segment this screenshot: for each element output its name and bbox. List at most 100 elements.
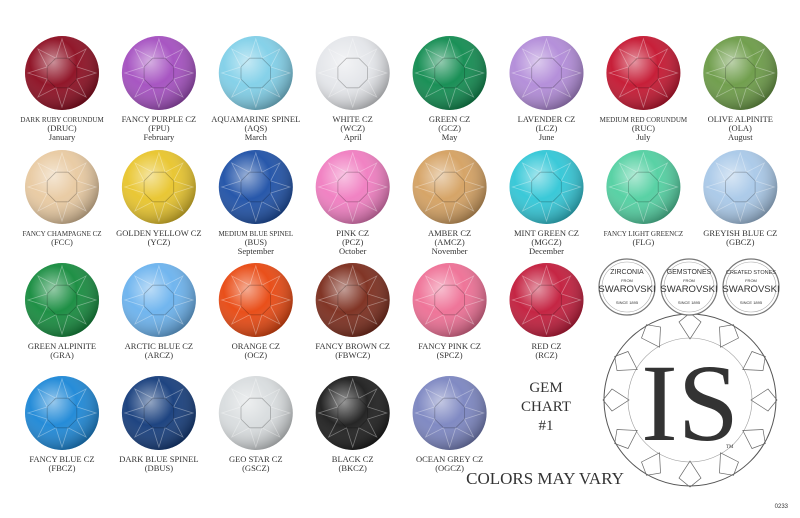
gem-shine <box>315 263 390 337</box>
gem-table <box>725 171 756 203</box>
gem-code: (LCZ) <box>536 123 558 133</box>
gem-code: (BUS) <box>245 237 267 247</box>
gem-table <box>46 57 78 89</box>
gem-code: (GCZ) <box>438 123 461 133</box>
gem-name: GREEN CZ <box>429 114 470 124</box>
gem-name: GEO STAR CZ <box>229 454 283 464</box>
gem-facet <box>704 151 776 223</box>
gem-table <box>337 171 368 203</box>
gem-month: July <box>636 132 651 142</box>
gem-name: FANCY BROWN CZ <box>315 341 390 351</box>
gem-table <box>434 171 465 203</box>
gem-name: MEDIUM BLUE SPINEL <box>218 230 293 238</box>
logo-facet <box>678 460 702 488</box>
gem-month: February <box>144 132 175 142</box>
footer: 0233 <box>775 504 789 510</box>
gem-name: DARK RUBY CORUNDUM <box>20 116 104 124</box>
gem-name: AMBER CZ <box>428 228 471 238</box>
badge-ring <box>660 258 718 316</box>
gem-table <box>337 57 368 89</box>
gem-shine <box>315 36 390 110</box>
gem-shine <box>412 36 487 110</box>
gem-code: (ARCZ) <box>145 350 174 360</box>
logo-facet <box>614 351 638 371</box>
logo-facet <box>742 429 766 449</box>
gem-shine <box>315 150 390 224</box>
logo-facet <box>678 312 702 340</box>
gem <box>606 36 681 110</box>
gem-name: OCEAN GREY CZ <box>416 454 483 464</box>
gem-code: (BKCZ) <box>339 463 368 473</box>
gem-facet <box>220 377 292 449</box>
gem-facet <box>317 37 389 109</box>
gem-facet <box>26 37 98 109</box>
gem-name: GREYISH BLUE CZ <box>703 228 777 238</box>
logo-facet <box>641 324 661 348</box>
badge-top: ZIRCONIA <box>610 269 644 276</box>
gem-code: (OLA) <box>729 123 752 133</box>
gem <box>121 150 196 224</box>
badge-ring <box>601 261 653 313</box>
gem-shine <box>509 263 584 337</box>
gem-code: (FBCZ) <box>49 463 76 473</box>
gem-shine <box>25 263 99 337</box>
gem-code: (RCZ) <box>535 350 557 360</box>
gem-month: August <box>728 132 753 142</box>
gem-table <box>240 57 272 89</box>
gem-facet <box>414 264 485 336</box>
logo-mark: IS <box>641 342 739 464</box>
gem-shine <box>412 263 487 337</box>
gem-shine <box>25 150 99 224</box>
chart-title: CHART <box>521 399 571 415</box>
gem-facet <box>123 151 195 223</box>
gem-code: (FLG) <box>633 237 655 247</box>
gem-month: March <box>245 132 268 142</box>
gem-code: (AMCZ) <box>434 237 464 247</box>
gem-shine <box>606 36 681 110</box>
gem-month: December <box>529 246 564 256</box>
gem <box>509 150 584 224</box>
badge-brand: SWAROVSKI <box>598 284 655 295</box>
gem-shine <box>121 376 196 450</box>
gem <box>315 376 390 450</box>
gem-month: May <box>442 132 458 142</box>
logo: IS TM <box>602 312 778 488</box>
gem-name: GOLDEN YELLOW CZ <box>116 228 201 238</box>
gem-month: April <box>344 132 363 142</box>
badge-ring <box>725 261 777 313</box>
gem-shine <box>218 263 293 337</box>
gem <box>315 36 390 110</box>
gem-shine <box>121 150 196 224</box>
gem <box>412 376 487 450</box>
gem <box>121 36 196 110</box>
gem-table <box>337 284 368 316</box>
gem-shine <box>218 376 293 450</box>
gem-table <box>628 171 659 203</box>
gem-code: (PCZ) <box>342 237 363 247</box>
gem-facet <box>26 377 98 449</box>
logo-facet <box>641 452 661 476</box>
logo-tm: TM <box>726 445 734 450</box>
gem <box>412 150 487 224</box>
gem <box>218 36 293 110</box>
gem-facet <box>26 264 98 336</box>
gem <box>315 150 390 224</box>
gem-table <box>46 171 78 203</box>
gem-table <box>143 397 175 429</box>
badge-from: FROM <box>621 278 633 283</box>
logo-facet <box>719 324 739 348</box>
gem-name: MEDIUM RED CORUNDUM <box>600 116 688 124</box>
gem-code: (YCZ) <box>148 237 171 247</box>
gem <box>121 263 196 337</box>
gem-facet <box>220 151 292 223</box>
gem-table <box>143 284 175 316</box>
badge-from: FROM <box>683 278 695 283</box>
gem-table <box>434 57 465 89</box>
logo-facet <box>719 452 739 476</box>
gem-facet <box>414 37 485 109</box>
gem-code: (AQS) <box>244 123 267 133</box>
gem-facet <box>317 377 389 449</box>
